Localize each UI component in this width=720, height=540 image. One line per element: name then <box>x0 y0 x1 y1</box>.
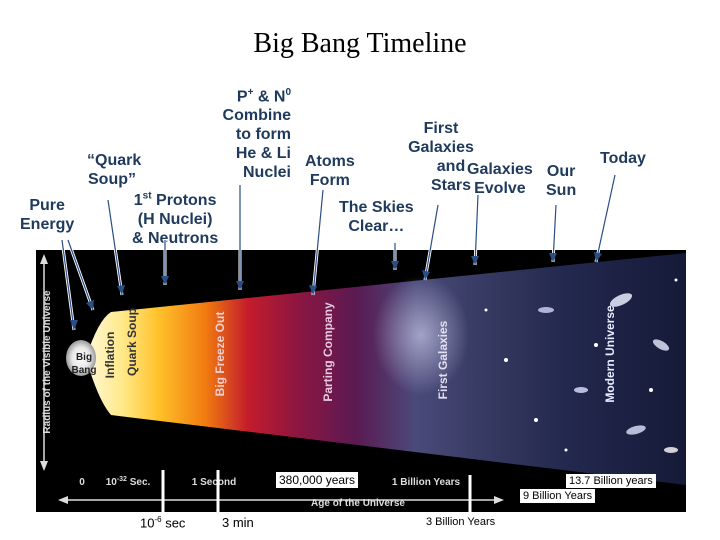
label-combine: P+ & N0 Combine to form He & Li Nuclei <box>222 87 291 182</box>
label-quark-soup: “Quark Soup” <box>87 152 142 188</box>
annotation-13-7-billion-years: 13.7 Billion years <box>566 474 656 488</box>
annotation-380000-years: 380,000 years <box>276 472 359 488</box>
era-label-inflation: Inflation <box>103 332 117 379</box>
vertical-axis-arrow-up <box>40 254 48 264</box>
annotation-3-min: 3 min <box>222 515 254 530</box>
annotation-9-billion-years: 9 Billion Years <box>520 489 596 503</box>
big-bang-label-2: Bang <box>72 365 97 376</box>
tick-label-10-32: 10-32 Sec. <box>106 476 151 488</box>
era-label-parting-company: Parting Company <box>321 302 335 402</box>
annotation-10-6-sec: 10-6 sec <box>140 515 186 531</box>
label-first-galaxies: First Galaxies and Stars <box>408 120 474 194</box>
horizontal-axis-label: Age of the Universe <box>311 498 405 509</box>
vertical-axis-label: Radius of the Visible Universe <box>42 290 53 434</box>
era-label-first-galaxies: First Galaxies <box>436 320 450 399</box>
vertical-axis-arrow-down <box>40 461 48 471</box>
universe-expansion-figure: Big Bang Radius of the Visible Universe … <box>36 250 686 512</box>
label-skies-clear: The Skies Clear… <box>339 199 414 235</box>
horizontal-axis-arrow-right <box>494 496 504 504</box>
clearing-haze <box>373 275 469 395</box>
label-today: Today <box>600 150 646 167</box>
era-label-quark-soup: Quark Soup <box>125 308 139 376</box>
big-bang-label-1: Big <box>76 352 92 363</box>
annotation-3-billion-years: 3 Billion Years <box>426 516 496 528</box>
label-atoms-form: Atoms Form <box>305 153 355 189</box>
page-title: Big Bang Timeline <box>253 28 467 59</box>
label-our-sun: Our Sun <box>546 163 577 199</box>
label-galaxies-evolve: Galaxies Evolve <box>467 161 533 197</box>
tick-label-1-billion: 1 Billion Years <box>392 477 461 488</box>
galaxy-field <box>484 278 678 453</box>
big-bang-glow <box>66 340 96 376</box>
horizontal-axis-arrow-left <box>58 496 68 504</box>
label-first-protons: 1st Protons (H Nuclei) & Neutrons <box>132 191 219 248</box>
era-label-big-freeze-out: Big Freeze Out <box>213 312 227 397</box>
tick-label-1-second: 1 Second <box>192 477 236 488</box>
label-pure-energy: Pure Energy <box>20 197 75 233</box>
era-label-modern-universe: Modern Universe <box>603 305 617 403</box>
tick-label-0: 0 <box>79 477 85 488</box>
